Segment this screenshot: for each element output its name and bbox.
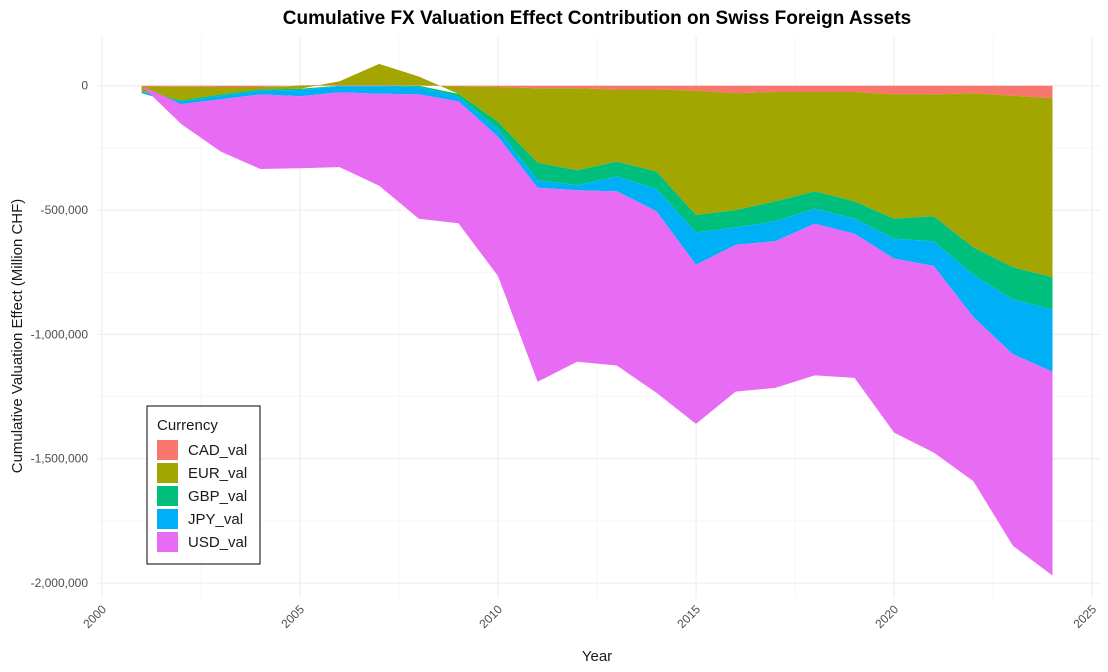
legend-label: USD_val bbox=[188, 534, 247, 551]
y-tick-label: -1,500,000 bbox=[31, 452, 89, 466]
stacked-areas bbox=[141, 63, 1053, 576]
area-series-usd-val bbox=[141, 85, 1053, 576]
x-tick-label: 2020 bbox=[872, 602, 901, 631]
legend-label: JPY_val bbox=[188, 511, 243, 528]
area-series-cad-val bbox=[141, 85, 1053, 99]
legend-title: Currency bbox=[157, 417, 218, 434]
legend-items: CAD_val EUR_val GBP_val JPY_val USD_val bbox=[157, 440, 247, 552]
x-tick-label: 2005 bbox=[278, 602, 307, 631]
y-tick-label: 0 bbox=[81, 79, 88, 93]
x-axis-title: Year bbox=[582, 648, 612, 665]
chart-title: Cumulative FX Valuation Effect Contribut… bbox=[283, 8, 911, 29]
x-tick-label: 2010 bbox=[476, 602, 505, 631]
y-tick-label: -500,000 bbox=[41, 203, 89, 217]
legend-label: CAD_val bbox=[188, 442, 247, 459]
y-axis-title: Cumulative Valuation Effect (Million CHF… bbox=[9, 199, 26, 474]
legend-swatch bbox=[157, 509, 178, 529]
area-series-jpy-val bbox=[141, 86, 1053, 372]
legend-label: EUR_val bbox=[188, 465, 247, 482]
legend-swatch bbox=[157, 486, 178, 506]
x-tick-label: 2015 bbox=[674, 602, 703, 631]
legend-swatch bbox=[157, 532, 178, 552]
legend-label: GBP_val bbox=[188, 488, 247, 505]
x-tick-label: 2025 bbox=[1070, 602, 1099, 631]
y-tick-label: -2,000,000 bbox=[31, 576, 89, 590]
x-tick-label: 2000 bbox=[80, 602, 109, 631]
legend-swatch bbox=[157, 440, 178, 460]
legend-swatch bbox=[157, 463, 178, 483]
y-tick-label: -1,000,000 bbox=[31, 327, 89, 341]
legend: Currency CAD_val EUR_val GBP_val JPY_val USD… bbox=[146, 405, 261, 565]
area-series-eur-val bbox=[141, 63, 1053, 278]
